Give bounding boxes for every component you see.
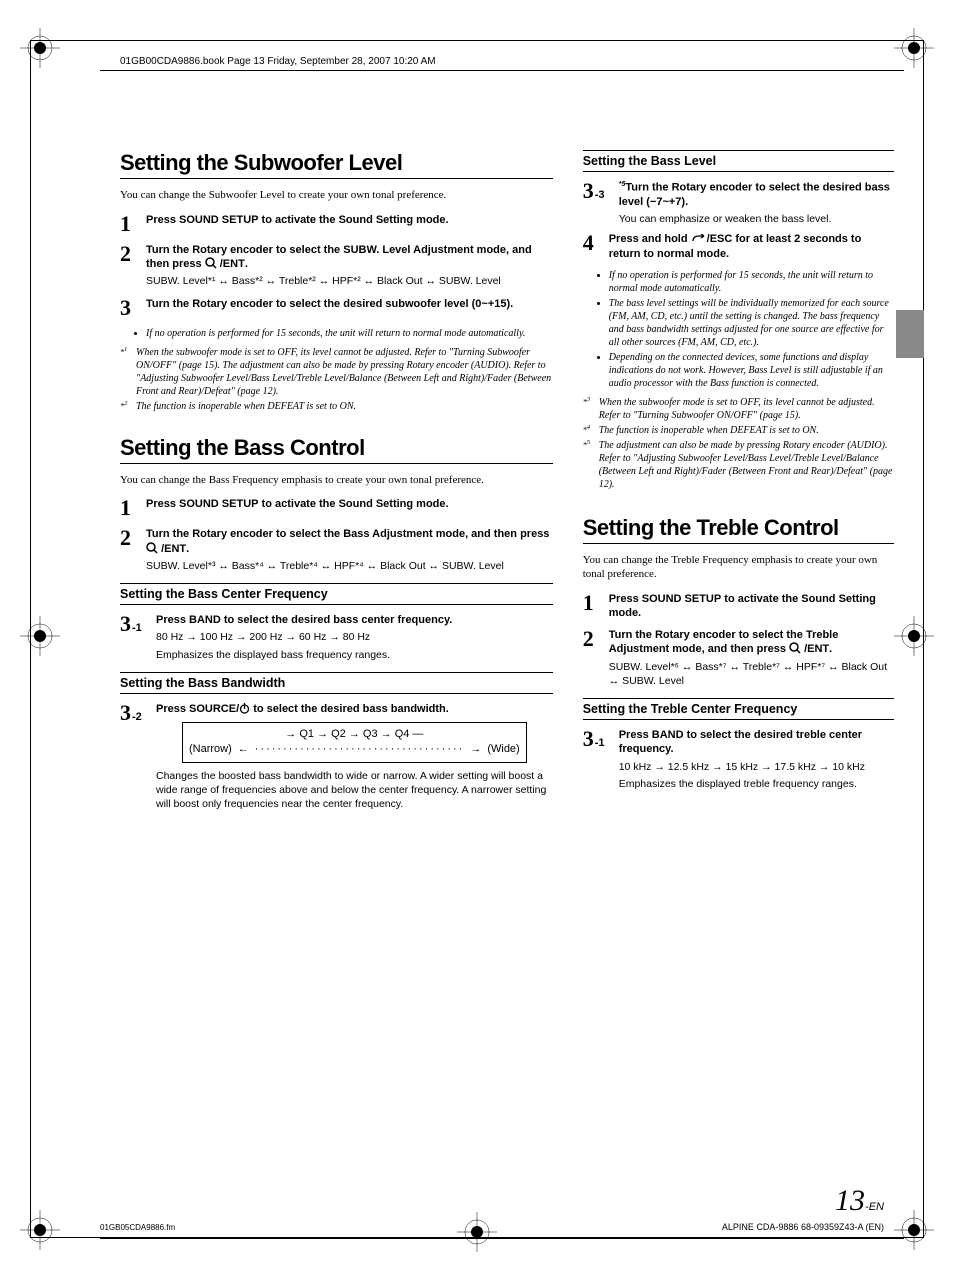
search-icon: [146, 542, 158, 554]
treble-31-desc: Emphasizes the displayed treble frequenc…: [619, 777, 894, 791]
bass-32-text: Press SOURCE/ to select the desired bass…: [156, 702, 553, 716]
bl-33-text: *5Turn the Rotary encoder to select the …: [619, 180, 894, 209]
intro-subwoofer: You can change the Subwoofer Level to cr…: [120, 189, 553, 203]
search-icon: [205, 257, 217, 269]
step-number: 1: [120, 497, 136, 519]
subhead-treble-center-freq: Setting the Treble Center Frequency: [583, 698, 894, 720]
step-3-text: Turn the Rotary encoder to select the de…: [146, 297, 553, 311]
bl-4-text: Press and hold /ESC for at least 2 secon…: [609, 232, 894, 261]
left-column: Setting the Subwoofer Level You can chan…: [120, 150, 553, 817]
step-number: 1: [120, 213, 136, 235]
substep-number: 3-1: [583, 728, 613, 791]
step-number: 4: [583, 232, 599, 261]
step-number: 2: [120, 527, 136, 573]
substep-number: 3-3: [583, 180, 613, 226]
bass-step-2-sub: SUBW. Level*³ ↔ Bass*⁴ ↔ Treble*⁴ ↔ HPF*…: [146, 559, 553, 573]
intro-treble: You can change the Treble Frequency emph…: [583, 554, 894, 582]
substep-number: 3-1: [120, 613, 150, 662]
side-tab: [896, 310, 924, 358]
heading-subwoofer: Setting the Subwoofer Level: [120, 150, 553, 179]
treble-31-seq: 10 kHz → 12.5 kHz → 15 kHz → 17.5 kHz → …: [619, 760, 894, 774]
footer-right: ALPINE CDA-9886 68-09359Z43-A (EN): [722, 1222, 884, 1232]
heading-treble: Setting the Treble Control: [583, 515, 894, 544]
treble-31-text: Press BAND to select the desired treble …: [619, 728, 894, 757]
bass-step-2: Turn the Rotary encoder to select the Ba…: [146, 527, 553, 556]
heading-bass: Setting the Bass Control: [120, 435, 553, 464]
step-1-text: Press SOUND SETUP to activate the Sound …: [146, 213, 553, 227]
subhead-bass-center-freq: Setting the Bass Center Frequency: [120, 583, 553, 605]
search-icon: [789, 642, 801, 654]
page-number: 13-EN: [835, 1184, 884, 1218]
q-diagram: → Q1 → Q2 → Q3 → Q4 — (Narrow) ←········…: [182, 722, 527, 763]
treble-step-2: Turn the Rotary encoder to select the Tr…: [609, 628, 894, 657]
bl-33-desc: You can emphasize or weaken the bass lev…: [619, 212, 894, 226]
bottom-rule: [100, 1238, 904, 1239]
step-2-text: Turn the Rotary encoder to select the SU…: [146, 243, 553, 272]
step-number: 1: [583, 592, 599, 621]
bass-31-seq: 80 Hz → 100 Hz → 200 Hz → 60 Hz → 80 Hz: [156, 630, 553, 644]
intro-bass: You can change the Bass Frequency emphas…: [120, 474, 553, 488]
footnotes: *1When the subwoofer mode is set to OFF,…: [120, 346, 553, 413]
top-rule: [100, 70, 904, 71]
step-number: 3: [120, 297, 136, 319]
bass-31-text: Press BAND to select the desired bass ce…: [156, 613, 553, 627]
step-number: 2: [120, 243, 136, 289]
bass-step-1: Press SOUND SETUP to activate the Sound …: [146, 497, 553, 511]
return-icon: [691, 234, 707, 244]
notes-subwoofer: If no operation is performed for 15 seco…: [134, 327, 553, 340]
bass-31-desc: Emphasizes the displayed bass frequency …: [156, 648, 553, 662]
subhead-bass-level: Setting the Bass Level: [583, 150, 894, 172]
step-2-sub: SUBW. Level*¹ ↔ Bass*² ↔ Treble*² ↔ HPF*…: [146, 274, 553, 288]
header-text: 01GB00CDA9886.book Page 13 Friday, Septe…: [120, 56, 436, 67]
bass-32-desc: Changes the boosted bass bandwidth to wi…: [156, 769, 553, 812]
notes-bass-level: If no operation is performed for 15 seco…: [597, 269, 894, 390]
substep-number: 3-2: [120, 702, 150, 812]
step-number: 2: [583, 628, 599, 688]
footer-left: 01GB05CDA9886.fm: [100, 1223, 175, 1232]
subhead-bass-bandwidth: Setting the Bass Bandwidth: [120, 672, 553, 694]
treble-step-1: Press SOUND SETUP to activate the Sound …: [609, 592, 894, 621]
footnotes-right: *3When the subwoofer mode is set to OFF,…: [583, 396, 894, 491]
power-icon: [239, 703, 250, 714]
right-column: Setting the Bass Level 3-3 *5Turn the Ro…: [583, 150, 894, 817]
treble-step-2-sub: SUBW. Level*⁶ ↔ Bass*⁷ ↔ Treble*⁷ ↔ HPF*…: [609, 660, 894, 688]
